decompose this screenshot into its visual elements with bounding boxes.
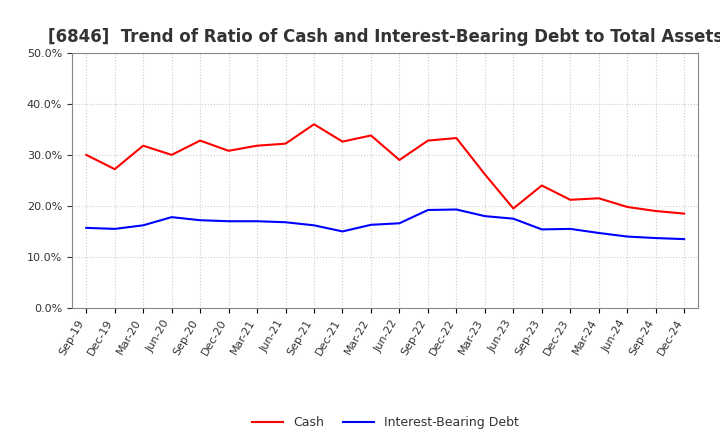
Line: Cash: Cash — [86, 124, 684, 213]
Interest-Bearing Debt — [225, 219, 233, 224]
Cash — [509, 206, 518, 211]
Interest-Bearing Debt — [167, 215, 176, 220]
Cash — [423, 138, 432, 143]
Interest-Bearing Debt — [595, 230, 603, 235]
Cash — [110, 166, 119, 172]
Interest-Bearing Debt — [196, 217, 204, 223]
Interest-Bearing Debt — [139, 223, 148, 228]
Cash — [652, 209, 660, 214]
Cash — [139, 143, 148, 148]
Interest-Bearing Debt — [395, 220, 404, 226]
Cash — [253, 143, 261, 148]
Interest-Bearing Debt — [110, 226, 119, 231]
Cash — [537, 183, 546, 188]
Cash — [167, 152, 176, 158]
Interest-Bearing Debt — [82, 225, 91, 231]
Cash — [680, 211, 688, 216]
Cash — [338, 139, 347, 144]
Interest-Bearing Debt — [452, 207, 461, 212]
Cash — [366, 133, 375, 138]
Interest-Bearing Debt — [423, 207, 432, 213]
Interest-Bearing Debt — [253, 219, 261, 224]
Cash — [595, 196, 603, 201]
Cash — [82, 152, 91, 158]
Interest-Bearing Debt — [680, 236, 688, 242]
Interest-Bearing Debt — [366, 222, 375, 227]
Legend: Cash, Interest-Bearing Debt: Cash, Interest-Bearing Debt — [247, 411, 523, 434]
Line: Interest-Bearing Debt: Interest-Bearing Debt — [86, 209, 684, 239]
Interest-Bearing Debt — [480, 213, 489, 219]
Cash — [310, 121, 318, 127]
Interest-Bearing Debt — [566, 226, 575, 231]
Interest-Bearing Debt — [310, 223, 318, 228]
Cash — [452, 136, 461, 141]
Interest-Bearing Debt — [338, 229, 347, 234]
Cash — [225, 148, 233, 154]
Cash — [623, 204, 631, 209]
Interest-Bearing Debt — [652, 235, 660, 241]
Cash — [282, 141, 290, 146]
Cash — [395, 158, 404, 163]
Cash — [566, 197, 575, 202]
Interest-Bearing Debt — [282, 220, 290, 225]
Interest-Bearing Debt — [623, 234, 631, 239]
Title: [6846]  Trend of Ratio of Cash and Interest-Bearing Debt to Total Assets: [6846] Trend of Ratio of Cash and Intere… — [48, 28, 720, 46]
Cash — [196, 138, 204, 143]
Interest-Bearing Debt — [537, 227, 546, 232]
Interest-Bearing Debt — [509, 216, 518, 221]
Cash — [480, 172, 489, 177]
